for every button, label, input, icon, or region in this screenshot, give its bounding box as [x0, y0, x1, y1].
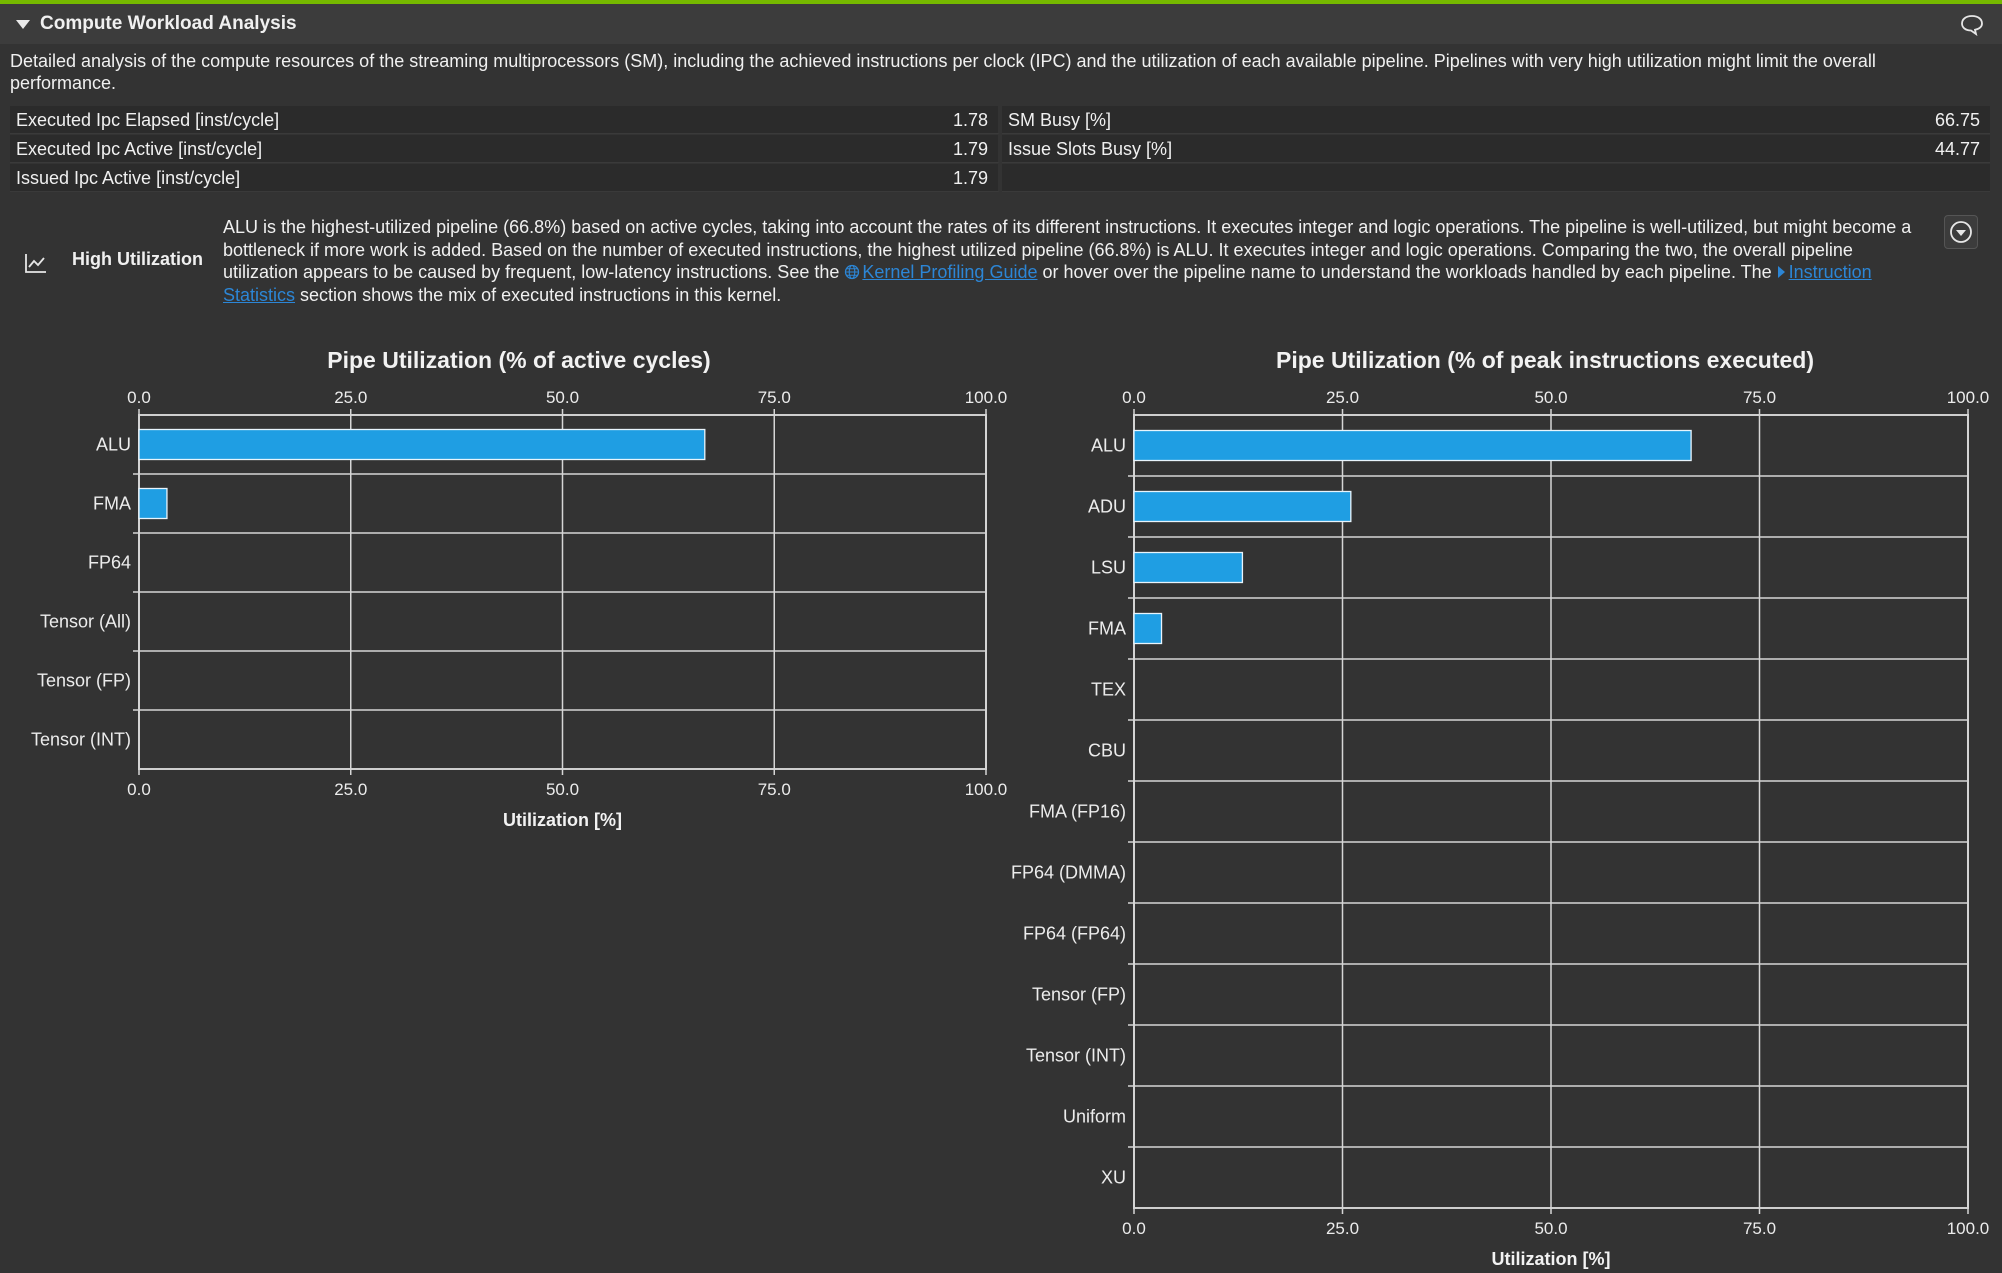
x-tick-label-top: 100.0 [965, 388, 1008, 407]
x-tick-label-top: 100.0 [1947, 388, 1990, 407]
metric-cell: Executed Ipc Active [inst/cycle] 1.79 [10, 135, 1000, 163]
x-tick-label-top: 25.0 [334, 388, 367, 407]
metric-cell [1002, 164, 1990, 192]
comment-icon[interactable] [1960, 14, 1984, 41]
y-category-label: FMA [1088, 619, 1126, 639]
y-category-label: Tensor (FP) [37, 671, 131, 691]
kernel-profiling-guide-link[interactable]: Kernel Profiling Guide [844, 262, 1037, 282]
metric-value: 44.77 [1934, 139, 1980, 159]
metric-name: Executed Ipc Elapsed [inst/cycle] [16, 110, 280, 130]
metric-name: Issued Ipc Active [inst/cycle] [16, 168, 241, 188]
y-category-label: FMA (FP16) [1029, 802, 1126, 822]
rule-text: ALU is the highest-utilized pipeline (66… [223, 216, 1913, 306]
x-tick-label-top: 75.0 [758, 388, 791, 407]
bar [138, 428, 706, 461]
bar [1133, 612, 1163, 645]
y-category-label: ALU [96, 435, 131, 455]
section-title: Compute Workload Analysis [40, 13, 297, 34]
metric-value: 1.79 [952, 168, 988, 188]
collapse-arrow-icon[interactable] [16, 19, 30, 29]
x-axis-label: Utilization [%] [1492, 1249, 1611, 1269]
metrics-row: Executed Ipc Elapsed [inst/cycle] 1.78 S… [10, 106, 1990, 134]
rule-text-part: or hover over the pipeline name to under… [1037, 262, 1777, 282]
y-category-label: CBU [1088, 741, 1126, 761]
y-category-label: FP64 [88, 553, 131, 573]
x-tick-label-bottom: 75.0 [1743, 1219, 1776, 1238]
metrics-row: Executed Ipc Active [inst/cycle] 1.79 Is… [10, 135, 1990, 163]
triangle-right-icon [1777, 266, 1785, 278]
x-tick-label-bottom: 100.0 [1947, 1219, 1990, 1238]
rule-text-part: ALU is the highest-utilized pipeline (66… [223, 217, 1912, 282]
pipe-utilization-active-cycles-chart: Pipe Utilization (% of active cycles) 0.0… [31, 347, 1008, 830]
metric-value: 1.78 [952, 110, 988, 130]
x-tick-label-top: 0.0 [1122, 388, 1146, 407]
metric-value: 1.79 [952, 139, 988, 159]
y-category-label: TEX [1091, 680, 1126, 700]
y-category-label: Tensor (All) [40, 612, 131, 632]
y-category-label: ADU [1088, 497, 1126, 517]
x-tick-label-bottom: 50.0 [1534, 1219, 1567, 1238]
y-category-label: FP64 (DMMA) [1011, 863, 1126, 883]
x-tick-label-top: 0.0 [127, 388, 151, 407]
metric-value: 66.75 [1934, 110, 1980, 130]
bar [138, 487, 168, 520]
rule-expand-button[interactable] [1944, 215, 1978, 249]
y-category-label: Tensor (INT) [1026, 1046, 1126, 1066]
metric-name: Executed Ipc Active [inst/cycle] [16, 139, 263, 159]
globe-icon [845, 264, 860, 280]
y-category-label: LSU [1091, 558, 1126, 578]
x-tick-label-bottom: 0.0 [127, 780, 151, 799]
line-chart-icon [24, 252, 48, 279]
metric-name: Issue Slots Busy [%] [1008, 139, 1173, 159]
metric-cell: Executed Ipc Elapsed [inst/cycle] 1.78 [10, 106, 1000, 134]
x-tick-label-bottom: 50.0 [546, 780, 579, 799]
chart-title: Pipe Utilization (% of active cycles) [327, 347, 710, 373]
metric-cell: Issued Ipc Active [inst/cycle] 1.79 [10, 164, 1000, 192]
y-category-label: FP64 (FP64) [1023, 924, 1126, 944]
x-tick-label-bottom: 100.0 [965, 780, 1008, 799]
x-tick-label-top: 25.0 [1326, 388, 1359, 407]
x-tick-label-top: 50.0 [1534, 388, 1567, 407]
instruction-statistics-link[interactable]: Instruction Statistics [223, 262, 1872, 305]
x-tick-label-bottom: 0.0 [1122, 1219, 1146, 1238]
section-header[interactable]: Compute Workload Analysis [0, 0, 2002, 44]
y-category-label: Tensor (FP) [1032, 985, 1126, 1005]
x-tick-label-bottom: 25.0 [1326, 1219, 1359, 1238]
bar [1133, 490, 1352, 523]
bar [1133, 551, 1244, 584]
rule-title: High Utilization [72, 249, 203, 269]
y-category-label: XU [1101, 1168, 1126, 1188]
y-category-label: FMA [93, 494, 131, 514]
metric-cell: Issue Slots Busy [%] 44.77 [1002, 135, 1990, 163]
x-tick-label-top: 75.0 [1743, 388, 1776, 407]
x-tick-label-bottom: 25.0 [334, 780, 367, 799]
chevron-down-circle-icon [1950, 221, 1972, 243]
rule-text-part: section shows the mix of executed instru… [295, 284, 782, 305]
chart-title: Pipe Utilization (% of peak instructions… [1276, 347, 1814, 373]
x-axis-label: Utilization [%] [503, 810, 622, 830]
link-label[interactable]: Instruction Statistics [223, 262, 1872, 305]
section-description: Detailed analysis of the compute resourc… [10, 51, 1876, 93]
pipe-utilization-peak-instructions-chart: Pipe Utilization (% of peak instructions… [1011, 347, 1990, 1269]
metric-cell: SM Busy [%] 66.75 [1002, 106, 1990, 134]
metric-name: SM Busy [%] [1008, 110, 1112, 130]
metrics-row: Issued Ipc Active [inst/cycle] 1.79 [10, 164, 1990, 192]
y-category-label: Tensor (INT) [31, 730, 131, 750]
link-label[interactable]: Kernel Profiling Guide [862, 262, 1038, 282]
bar [1133, 429, 1692, 462]
x-tick-label-bottom: 75.0 [758, 780, 791, 799]
y-category-label: Uniform [1063, 1107, 1126, 1127]
y-category-label: ALU [1091, 436, 1126, 456]
x-tick-label-top: 50.0 [546, 388, 579, 407]
